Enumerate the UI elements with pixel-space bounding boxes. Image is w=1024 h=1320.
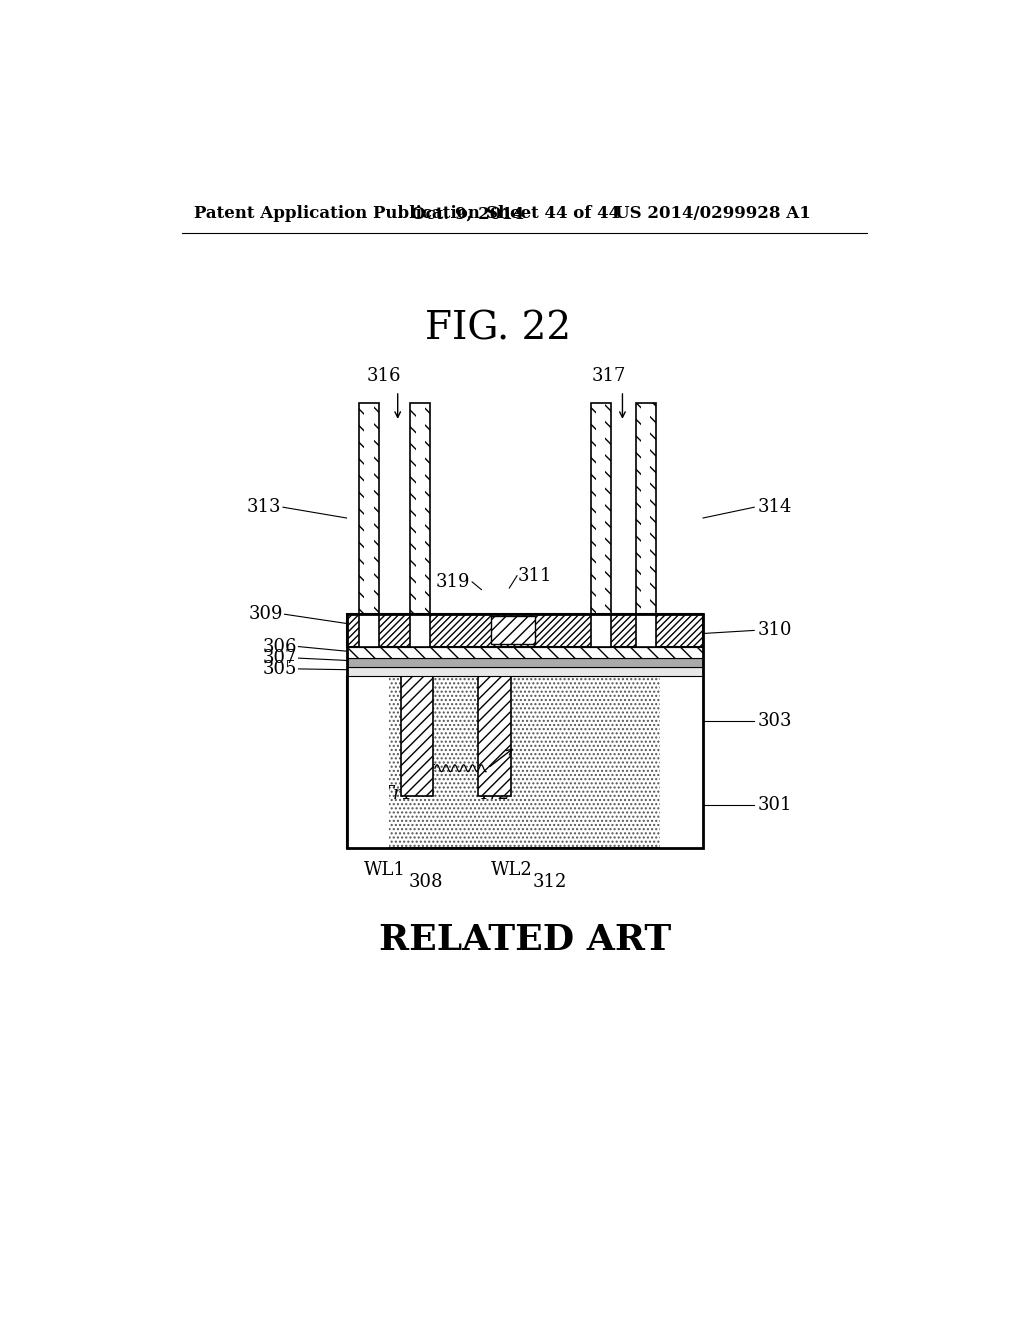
Text: Sheet 44 of 44: Sheet 44 of 44 [486,206,621,222]
Text: 311: 311 [518,566,552,585]
Bar [410,404,416,614]
Bar [410,404,430,614]
Text: 316: 316 [367,367,401,385]
Bar [346,614,703,647]
Bar [591,404,596,614]
Text: 312: 312 [532,874,567,891]
Bar [636,404,655,614]
Bar [374,404,379,614]
Bar [359,614,379,647]
Bar [410,614,430,647]
Text: 310: 310 [758,622,792,639]
Text: 319: 319 [436,573,471,591]
Bar [591,614,611,647]
Bar [650,404,655,614]
Text: FIG. 22: FIG. 22 [425,310,571,348]
Text: −: − [426,759,436,772]
Bar [346,647,703,659]
Bar [425,404,430,614]
Bar [478,676,511,796]
Bar [359,614,379,647]
Text: 314: 314 [758,498,792,516]
Bar [636,404,641,614]
Text: Oct. 9, 2014: Oct. 9, 2014 [411,206,524,222]
Text: US 2014/0299928 A1: US 2014/0299928 A1 [614,206,810,222]
Text: 301: 301 [758,796,792,814]
Text: 307: 307 [262,649,297,667]
Bar [346,676,703,847]
Text: RELATED ART: RELATED ART [379,923,671,957]
Bar [605,404,611,614]
Text: WL2: WL2 [490,861,532,879]
Bar [478,676,511,796]
Bar [359,404,365,614]
Bar [591,404,611,614]
Text: 313: 313 [247,498,282,516]
Bar [346,676,703,847]
Bar [346,667,703,676]
Text: 305: 305 [262,660,297,678]
Text: e: e [419,760,429,776]
Bar [346,676,389,847]
Bar [400,676,433,796]
Text: 309: 309 [249,606,283,623]
Bar [660,676,703,847]
Bar [400,676,433,796]
Text: Tr1: Tr1 [382,784,414,803]
Bar [346,614,703,647]
Bar [591,614,611,647]
Text: WL1: WL1 [364,861,406,879]
Text: 308: 308 [409,874,443,891]
Text: 317: 317 [591,367,626,385]
Bar [346,659,703,667]
Text: Patent Application Publication: Patent Application Publication [194,206,480,222]
Bar [346,647,703,659]
Text: 306: 306 [262,638,297,656]
Bar [492,615,535,644]
Text: 303: 303 [758,711,792,730]
Bar [636,614,655,647]
Bar [359,404,379,614]
Bar [636,614,655,647]
Text: Tr2: Tr2 [478,784,510,803]
Bar [492,615,535,644]
Bar [346,614,703,847]
Bar [410,614,430,647]
